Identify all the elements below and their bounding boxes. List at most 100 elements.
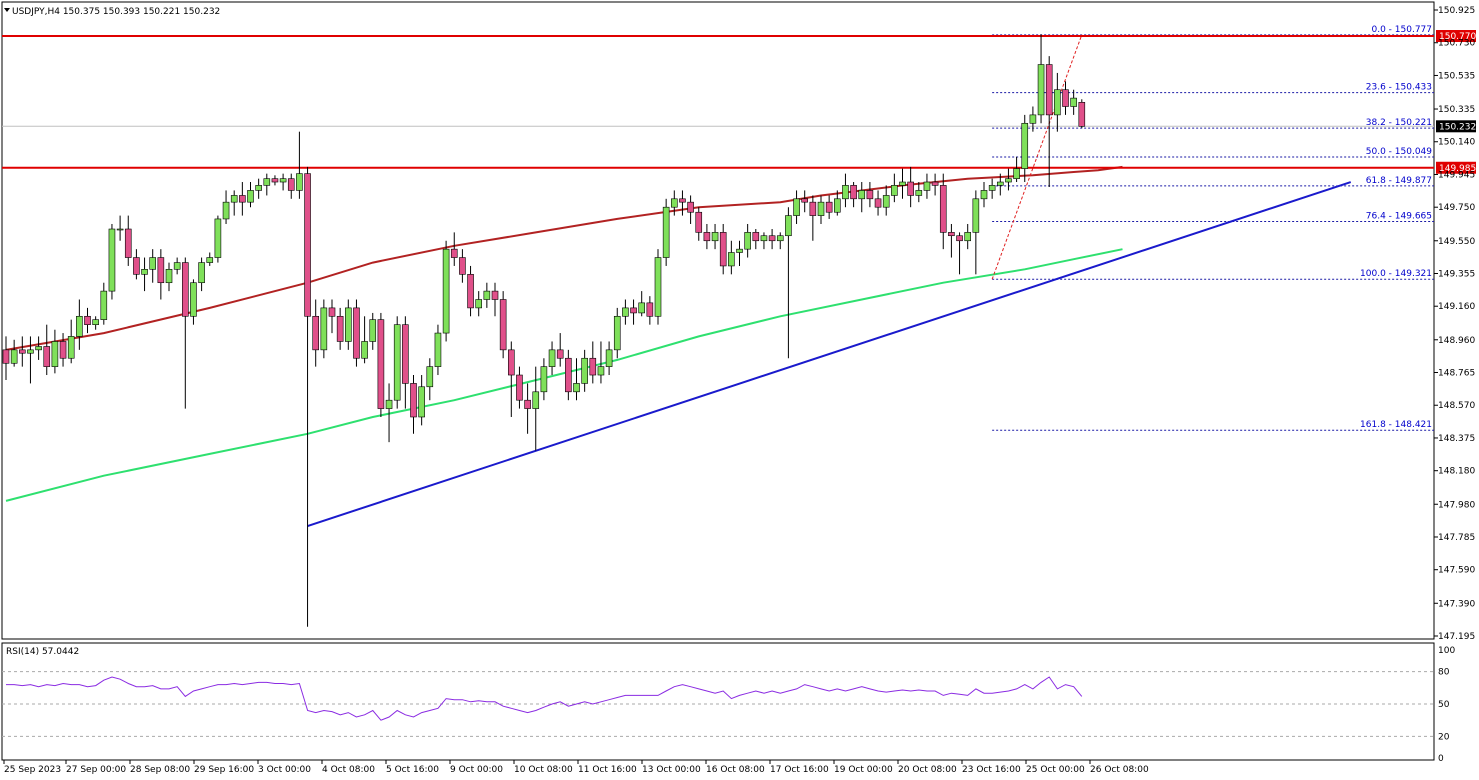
resistance-price-label: 150.770 bbox=[1439, 32, 1476, 42]
candle-bullish bbox=[817, 201, 825, 216]
candle-bullish bbox=[230, 195, 238, 203]
candle-bullish bbox=[198, 262, 205, 284]
candle-bullish bbox=[605, 349, 613, 367]
candle-bullish bbox=[100, 290, 108, 320]
candle-bullish bbox=[662, 206, 670, 258]
price-tick-label: 147.590 bbox=[1438, 566, 1475, 576]
candle-bullish bbox=[915, 190, 923, 196]
candle-bearish bbox=[874, 198, 882, 208]
candle-bearish bbox=[752, 232, 760, 242]
time-tick-label: 5 Oct 16:00 bbox=[386, 765, 439, 775]
candle-bullish bbox=[548, 349, 556, 367]
candle-bullish bbox=[320, 307, 328, 351]
candle-bullish bbox=[247, 190, 254, 203]
candle-bearish bbox=[2, 349, 10, 364]
chart-header: USDJPY,H4 150.375 150.393 150.221 150.23… bbox=[12, 7, 220, 17]
main-panel-frame bbox=[1, 1, 1435, 640]
candle-bullish bbox=[573, 383, 580, 393]
candle-bullish bbox=[785, 215, 792, 237]
time-tick-label: 9 Oct 00:00 bbox=[450, 765, 503, 775]
time-tick-label: 11 Oct 16:00 bbox=[578, 765, 637, 775]
candle-bullish bbox=[1005, 178, 1012, 183]
time-tick-label: 27 Sep 00:00 bbox=[66, 765, 126, 775]
candle-bullish bbox=[27, 349, 34, 354]
candle-bearish bbox=[450, 248, 458, 258]
candle-bearish bbox=[956, 235, 963, 242]
candle-bullish bbox=[214, 218, 222, 258]
candle-bearish bbox=[377, 319, 385, 409]
candle-bearish bbox=[1045, 64, 1053, 116]
header-triangle-icon bbox=[4, 8, 10, 12]
candle-bullish bbox=[222, 201, 230, 220]
candle-bullish bbox=[418, 386, 425, 418]
time-tick-label: 26 Oct 08:00 bbox=[1090, 765, 1149, 775]
time-tick-label: 23 Oct 16:00 bbox=[962, 765, 1021, 775]
candle-bullish bbox=[263, 178, 271, 186]
candle-bullish bbox=[744, 232, 751, 250]
trendline bbox=[307, 181, 1352, 528]
candle-bullish bbox=[475, 299, 483, 309]
candle-bearish bbox=[402, 324, 409, 384]
candle-bullish bbox=[393, 324, 401, 401]
price-tick-label: 150.140 bbox=[1438, 138, 1475, 148]
price-tick-label: 148.765 bbox=[1438, 369, 1475, 379]
fib-level-label: 100.0 - 149.321 bbox=[1360, 269, 1432, 279]
candle-bearish bbox=[43, 346, 51, 367]
horizontal-levels: 150.770 149.985 150.232 bbox=[2, 30, 1476, 174]
candlesticks bbox=[2, 34, 1086, 627]
candle-bearish bbox=[768, 235, 776, 242]
candle-bullish bbox=[988, 185, 996, 191]
rsi-line bbox=[6, 676, 1083, 721]
candle-bullish bbox=[670, 198, 678, 208]
fib-level-label: 161.8 - 148.421 bbox=[1360, 420, 1432, 430]
candle-bullish bbox=[10, 349, 18, 364]
candle-bullish bbox=[206, 257, 214, 263]
candle-bearish bbox=[507, 349, 515, 376]
candle-bearish bbox=[939, 185, 947, 233]
candle-bearish bbox=[565, 357, 572, 393]
fib-diagonal-line bbox=[991, 34, 1083, 280]
candle-bearish bbox=[1078, 102, 1086, 127]
price-tick-label: 150.335 bbox=[1438, 105, 1475, 115]
candle-bullish bbox=[426, 366, 434, 388]
candle-bearish bbox=[687, 201, 694, 213]
time-tick-label: 29 Sep 16:00 bbox=[194, 765, 254, 775]
candle-bearish bbox=[499, 299, 507, 351]
rsi-tick-label: 0 bbox=[1438, 754, 1444, 764]
candle-bullish bbox=[76, 315, 83, 337]
time-tick-label: 25 Oct 00:00 bbox=[1026, 765, 1085, 775]
fib-level-label: 38.2 - 150.221 bbox=[1366, 118, 1432, 128]
candle-bullish bbox=[141, 268, 148, 275]
price-tick-label: 150.535 bbox=[1438, 71, 1475, 81]
candle-bearish bbox=[410, 383, 417, 418]
candle-bearish bbox=[556, 349, 564, 359]
candle-bullish bbox=[116, 228, 124, 231]
price-tick-label: 149.945 bbox=[1438, 170, 1475, 180]
candle-bullish bbox=[964, 232, 972, 242]
candle-bearish bbox=[124, 228, 132, 258]
candle-bullish bbox=[1021, 122, 1029, 169]
candle-bullish bbox=[1070, 97, 1077, 107]
time-tick-label: 10 Oct 08:00 bbox=[514, 765, 573, 775]
price-tick-label: 150.730 bbox=[1438, 39, 1475, 49]
fib-level-label: 50.0 - 150.049 bbox=[1366, 147, 1432, 157]
candle-bullish bbox=[92, 319, 99, 325]
candle-bullish bbox=[776, 235, 784, 242]
candle-bearish bbox=[18, 349, 26, 354]
candle-bullish bbox=[597, 366, 605, 376]
candle-bullish bbox=[711, 232, 719, 242]
candle-bullish bbox=[255, 185, 262, 191]
candle-bullish bbox=[361, 341, 368, 359]
candle-bullish bbox=[108, 228, 116, 292]
price-tick-label: 148.375 bbox=[1438, 434, 1475, 444]
candle-bullish bbox=[858, 190, 866, 200]
resistance-price-label: 149.985 bbox=[1439, 164, 1476, 174]
candle-bullish bbox=[190, 282, 197, 317]
price-axis: 150.925 150.730 150.535 150.335 150.140 149.9… bbox=[1434, 6, 1475, 642]
candle-bearish bbox=[866, 190, 874, 200]
candle-bearish bbox=[459, 257, 466, 275]
fib-level-label: 0.0 - 150.777 bbox=[1372, 25, 1433, 35]
candle-bearish bbox=[328, 307, 336, 317]
resistance-price-box bbox=[1436, 161, 1476, 174]
time-tick-label: 17 Oct 16:00 bbox=[770, 765, 829, 775]
